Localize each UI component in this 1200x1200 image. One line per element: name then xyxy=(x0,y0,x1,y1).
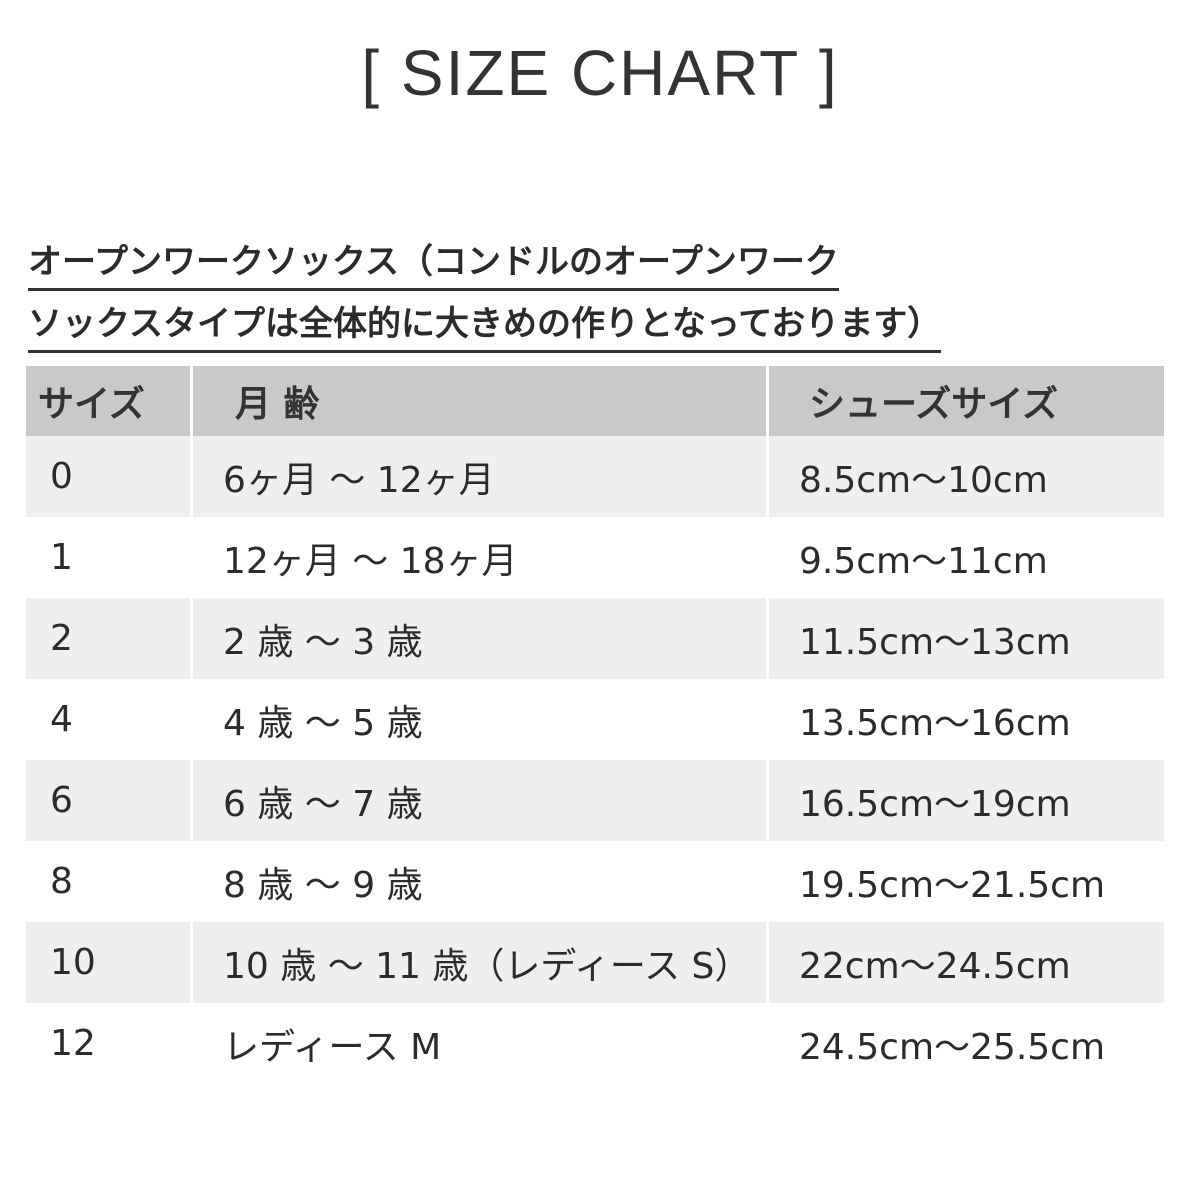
table-row: 10 10 歳 〜 11 歳（レディース S） 22cm〜24.5cm xyxy=(26,922,1164,1003)
table-cell: 24.5cm〜25.5cm xyxy=(766,1003,1164,1084)
table-cell: 6ヶ月 〜 12ヶ月 xyxy=(190,436,766,517)
header-cell: シューズサイズ xyxy=(766,366,1164,436)
table-cell: 4 xyxy=(50,699,73,740)
header-cell: サイズ xyxy=(38,384,145,425)
table-cell: 4 歳 〜 5 歳 xyxy=(190,679,766,760)
table-row: 12 レディース M 24.5cm〜25.5cm xyxy=(26,1003,1164,1084)
table-cell: 22cm〜24.5cm xyxy=(766,922,1164,1003)
table-cell: 10 歳 〜 11 歳（レディース S） xyxy=(190,922,766,1003)
table-cell: 6 xyxy=(50,780,73,821)
table-row: 2 2 歳 〜 3 歳 11.5cm〜13cm xyxy=(26,598,1164,679)
table-cell: 10 xyxy=(50,942,96,983)
size-table: サイズ 月 齢シューズサイズ 0 6ヶ月 〜 12ヶ月 8.5cm〜10cm 1 12ヶ月 … xyxy=(26,366,1164,1084)
header-cell: 月 齢 xyxy=(190,366,766,436)
title: [ SIZE CHART ] xyxy=(361,37,839,109)
note-line: オープンワークソックス（コンドルのオープンワーク xyxy=(28,240,839,291)
table-row: 0 6ヶ月 〜 12ヶ月 8.5cm〜10cm xyxy=(26,436,1164,517)
table-cell: 0 xyxy=(50,456,73,497)
table-cell: 8 歳 〜 9 歳 xyxy=(190,841,766,922)
table-cell: 8 xyxy=(50,861,73,902)
table-row: 6 6 歳 〜 7 歳 16.5cm〜19cm xyxy=(26,760,1164,841)
table-cell: 1 xyxy=(50,537,73,578)
table-cell: 8.5cm〜10cm xyxy=(766,436,1164,517)
note-line: ソックスタイプは全体的に大きめの作りとなっております） xyxy=(28,302,942,353)
table-row: 4 4 歳 〜 5 歳 13.5cm〜16cm xyxy=(26,679,1164,760)
table-cell: 11.5cm〜13cm xyxy=(766,598,1164,679)
table-cell: レディース M xyxy=(190,1003,766,1084)
table-row: 1 12ヶ月 〜 18ヶ月 9.5cm〜11cm xyxy=(26,517,1164,598)
table-cell: 12ヶ月 〜 18ヶ月 xyxy=(190,517,766,598)
table-cell: 12 xyxy=(50,1023,96,1064)
table-cell: 2 xyxy=(50,618,73,659)
table-cell: 6 歳 〜 7 歳 xyxy=(190,760,766,841)
table-row: 8 8 歳 〜 9 歳 19.5cm〜21.5cm xyxy=(26,841,1164,922)
table-cell: 9.5cm〜11cm xyxy=(766,517,1164,598)
header-row: サイズ 月 齢シューズサイズ xyxy=(26,366,1164,436)
table-cell: 2 歳 〜 3 歳 xyxy=(190,598,766,679)
table-cell: 19.5cm〜21.5cm xyxy=(766,841,1164,922)
table-cell: 16.5cm〜19cm xyxy=(766,760,1164,841)
table-cell: 13.5cm〜16cm xyxy=(766,679,1164,760)
